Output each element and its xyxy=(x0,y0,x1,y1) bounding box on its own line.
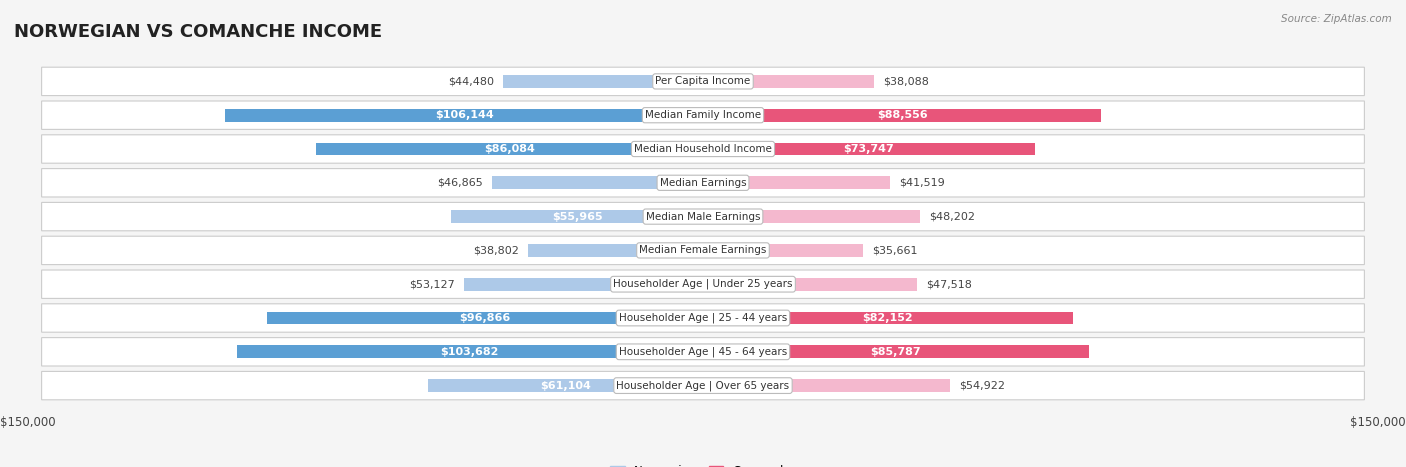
Text: Householder Age | Over 65 years: Householder Age | Over 65 years xyxy=(616,380,790,391)
Text: $48,202: $48,202 xyxy=(929,212,974,222)
Text: $103,682: $103,682 xyxy=(440,347,499,357)
Bar xyxy=(703,109,1101,121)
FancyBboxPatch shape xyxy=(42,338,1364,366)
Text: Per Capita Income: Per Capita Income xyxy=(655,77,751,86)
Bar xyxy=(236,346,703,358)
Text: Householder Age | 45 - 64 years: Householder Age | 45 - 64 years xyxy=(619,347,787,357)
Text: Median Household Income: Median Household Income xyxy=(634,144,772,154)
Text: $41,519: $41,519 xyxy=(898,178,945,188)
Text: $61,104: $61,104 xyxy=(540,381,591,390)
Text: $82,152: $82,152 xyxy=(862,313,912,323)
Bar xyxy=(464,278,703,290)
Text: Median Family Income: Median Family Income xyxy=(645,110,761,120)
Bar xyxy=(427,379,703,392)
Text: $88,556: $88,556 xyxy=(877,110,928,120)
Text: $106,144: $106,144 xyxy=(434,110,494,120)
FancyBboxPatch shape xyxy=(42,169,1364,197)
Bar xyxy=(703,244,863,257)
Text: $38,088: $38,088 xyxy=(883,77,929,86)
Bar xyxy=(703,75,875,88)
Text: $73,747: $73,747 xyxy=(844,144,894,154)
FancyBboxPatch shape xyxy=(42,304,1364,332)
Bar xyxy=(703,142,1035,156)
Bar xyxy=(703,177,890,189)
Text: $55,965: $55,965 xyxy=(551,212,602,222)
Text: Householder Age | 25 - 44 years: Householder Age | 25 - 44 years xyxy=(619,313,787,323)
Text: $86,084: $86,084 xyxy=(484,144,534,154)
Bar xyxy=(451,210,703,223)
Text: Median Earnings: Median Earnings xyxy=(659,178,747,188)
Text: $44,480: $44,480 xyxy=(449,77,494,86)
Bar xyxy=(267,311,703,325)
FancyBboxPatch shape xyxy=(42,135,1364,163)
Text: Median Male Earnings: Median Male Earnings xyxy=(645,212,761,222)
Bar xyxy=(492,177,703,189)
Text: $38,802: $38,802 xyxy=(474,245,519,255)
Text: Householder Age | Under 25 years: Householder Age | Under 25 years xyxy=(613,279,793,290)
Bar xyxy=(703,311,1073,325)
FancyBboxPatch shape xyxy=(42,202,1364,231)
Bar xyxy=(225,109,703,121)
Bar xyxy=(703,379,950,392)
Text: Median Female Earnings: Median Female Earnings xyxy=(640,245,766,255)
Bar xyxy=(316,142,703,156)
Text: $54,922: $54,922 xyxy=(959,381,1005,390)
FancyBboxPatch shape xyxy=(42,371,1364,400)
Legend: Norwegian, Comanche: Norwegian, Comanche xyxy=(606,460,800,467)
Text: $35,661: $35,661 xyxy=(873,245,918,255)
Bar xyxy=(503,75,703,88)
Bar xyxy=(703,210,920,223)
FancyBboxPatch shape xyxy=(42,270,1364,298)
Text: $46,865: $46,865 xyxy=(437,178,484,188)
Text: $85,787: $85,787 xyxy=(870,347,921,357)
Text: $96,866: $96,866 xyxy=(460,313,510,323)
Text: NORWEGIAN VS COMANCHE INCOME: NORWEGIAN VS COMANCHE INCOME xyxy=(14,23,382,42)
Bar xyxy=(703,346,1090,358)
Bar xyxy=(703,278,917,290)
Text: Source: ZipAtlas.com: Source: ZipAtlas.com xyxy=(1281,14,1392,24)
FancyBboxPatch shape xyxy=(42,236,1364,265)
Bar xyxy=(529,244,703,257)
FancyBboxPatch shape xyxy=(42,67,1364,96)
Text: $53,127: $53,127 xyxy=(409,279,456,289)
Text: $47,518: $47,518 xyxy=(925,279,972,289)
FancyBboxPatch shape xyxy=(42,101,1364,129)
